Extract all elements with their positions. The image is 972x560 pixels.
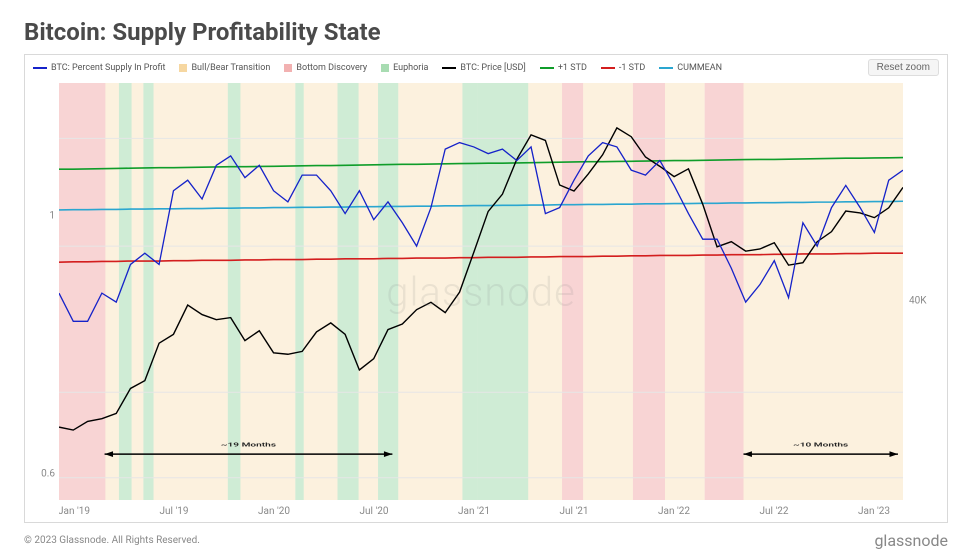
legend-swatch	[179, 64, 187, 72]
legend-label: -1 STD	[619, 63, 645, 73]
svg-text:Jan '20: Jan '20	[258, 506, 290, 517]
legend-item[interactable]: -1 STD	[601, 63, 645, 73]
chart-svg: ~19 Months ~10 Months	[59, 83, 903, 500]
svg-text:40K: 40K	[909, 296, 927, 307]
x-axis: Jan '19 Jul '19 Jan '20 Jul '20 Jan '21 Jul '…	[59, 500, 948, 522]
legend-swatch	[540, 67, 554, 69]
page: Bitcoin: Supply Profitability State BTC:…	[0, 0, 972, 560]
reset-zoom-button[interactable]: Reset zoom	[868, 59, 939, 76]
svg-text:Jan '22: Jan '22	[658, 506, 690, 517]
legend-item[interactable]: BTC: Percent Supply In Profit	[33, 63, 165, 73]
legend-label: BTC: Percent Supply In Profit	[51, 63, 165, 73]
y-left-axis: 0.20.30.61	[25, 83, 59, 523]
chart-container: BTC: Percent Supply In Profit Bull/Bear T…	[24, 54, 948, 523]
legend-label: Bull/Bear Transition	[191, 63, 270, 73]
legend-row: BTC: Percent Supply In Profit Bull/Bear T…	[33, 59, 939, 76]
page-title: Bitcoin: Supply Profitability State	[24, 18, 948, 46]
legend-swatch	[381, 64, 389, 72]
legend-swatch	[601, 67, 615, 69]
legend-label: CUMMEAN	[677, 63, 722, 73]
svg-text:1: 1	[49, 210, 55, 221]
legend-swatch	[659, 67, 673, 69]
brand: glassnode	[874, 531, 948, 550]
plot-area: glassnode ~19 Months~10 Months	[59, 83, 903, 500]
y-right-axis: 2K6K10K40K	[903, 83, 947, 523]
svg-text:Jul '19: Jul '19	[160, 506, 189, 517]
legend-label: +1 STD	[558, 63, 587, 73]
legend-label: BTC: Price [USD]	[460, 63, 525, 73]
legend-label: Bottom Discovery	[296, 63, 367, 73]
svg-text:Jul '21: Jul '21	[560, 506, 589, 517]
copyright: © 2023 Glassnode. All Rights Reserved.	[24, 535, 200, 546]
legend-swatch	[284, 64, 292, 72]
legend-item[interactable]: Bull/Bear Transition	[179, 63, 270, 73]
legend-swatch	[442, 67, 456, 69]
legend-item[interactable]: CUMMEAN	[659, 63, 722, 73]
svg-text:Jul '22: Jul '22	[760, 506, 789, 517]
svg-text:Jan '21: Jan '21	[458, 506, 490, 517]
legend-item[interactable]: Euphoria	[381, 63, 428, 73]
svg-text:~10 Months: ~10 Months	[793, 442, 848, 448]
svg-text:Jan '19: Jan '19	[59, 506, 90, 517]
svg-text:~19 Months: ~19 Months	[221, 442, 276, 448]
svg-text:0.6: 0.6	[41, 469, 55, 480]
svg-text:Jan '23: Jan '23	[858, 506, 890, 517]
svg-text:Jul '20: Jul '20	[360, 506, 389, 517]
legend-item[interactable]: BTC: Price [USD]	[442, 63, 525, 73]
legend-item[interactable]: +1 STD	[540, 63, 587, 73]
legend-swatch	[33, 67, 47, 69]
legend-item[interactable]: Bottom Discovery	[284, 63, 367, 73]
legend-label: Euphoria	[393, 63, 428, 73]
footer: © 2023 Glassnode. All Rights Reserved. g…	[24, 531, 948, 550]
